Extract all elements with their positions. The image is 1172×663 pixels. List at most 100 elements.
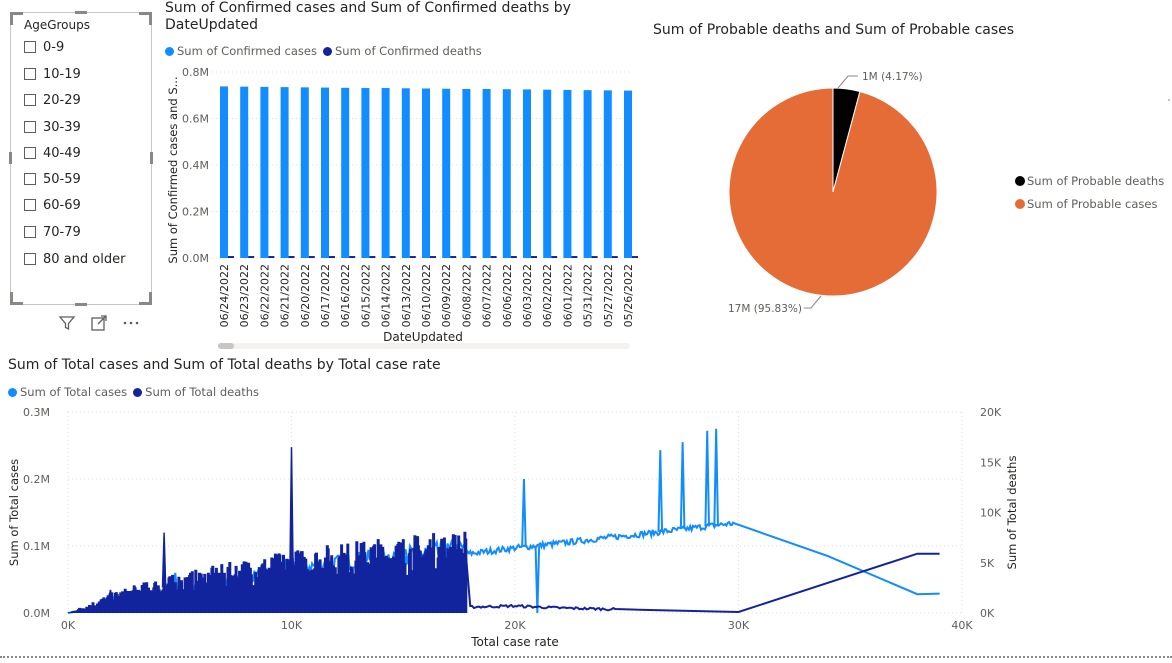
slicer-item-10-19[interactable]: 10-19 <box>24 65 81 83</box>
resize-handle-top[interactable] <box>75 11 87 14</box>
checkbox[interactable] <box>24 94 36 106</box>
slicer-item-70-79[interactable]: 70-79 <box>24 223 81 241</box>
x-tick-label: 06/17/2022 <box>319 264 332 327</box>
slicer-title: AgeGroups <box>24 18 90 32</box>
resize-handle-top-left[interactable] <box>10 12 23 25</box>
bar-chart-title: Sum of Confirmed cases and Sum of Confir… <box>165 0 571 34</box>
spike-total-cases <box>534 545 541 614</box>
x-tick-label: 0K <box>61 619 76 632</box>
y-axis-title: Sum of Confirmed cases and S... <box>166 76 180 263</box>
checkbox[interactable] <box>24 121 36 133</box>
legend-label: Sum of Total cases <box>20 385 128 399</box>
x-tick-label: 06/01/2022 <box>561 264 574 327</box>
x-tick-label: 06/21/2022 <box>279 264 292 327</box>
bar-confirmed-cases <box>300 87 309 258</box>
legend-marker <box>165 46 174 56</box>
resize-handle-top-right[interactable] <box>139 12 152 25</box>
line-chart-title: Sum of Total cases and Sum of Total deat… <box>8 357 441 373</box>
x-axis-title: Total case rate <box>470 635 559 649</box>
resize-handle-right[interactable] <box>150 152 153 164</box>
checkbox[interactable] <box>24 147 36 159</box>
bar-confirmed-cases <box>502 89 511 258</box>
resize-handle-bottom-right[interactable] <box>139 292 152 305</box>
bar-confirmed-deaths <box>611 256 618 258</box>
horizontal-scrollbar-track <box>218 343 630 349</box>
bar-confirmed-cases <box>523 89 531 258</box>
x-tick-label: 06/14/2022 <box>380 264 393 327</box>
bar-confirmed-deaths <box>571 256 578 258</box>
x-tick-label: 06/03/2022 <box>521 264 534 327</box>
more-options-icon[interactable] <box>120 313 142 333</box>
x-tick-label: 06/15/2022 <box>359 264 372 327</box>
x-tick-label: 30K <box>728 619 750 632</box>
y-tick-label: 0.2M <box>182 206 209 219</box>
pie-slice-probable-cases <box>728 87 938 297</box>
legend-item-confirmed-cases[interactable]: Sum of Confirmed cases <box>165 44 317 58</box>
bar-confirmed-cases <box>321 87 329 258</box>
data-label-probable-cases: 17M (95.83%) <box>728 303 802 315</box>
spike-total-deaths <box>108 589 113 600</box>
resize-handle-left[interactable] <box>9 152 12 164</box>
area-total-deaths <box>67 531 468 613</box>
x-tick-label: 06/22/2022 <box>258 264 271 327</box>
y-tick-label: 0.1M <box>23 540 50 553</box>
slicer-item-60-69[interactable]: 60-69 <box>24 196 81 214</box>
resize-handle-bottom[interactable] <box>75 303 87 306</box>
bar-confirmed-cases <box>341 87 350 258</box>
x-tick-label: 06/08/2022 <box>460 264 473 327</box>
x-tick-label: 06/23/2022 <box>238 264 251 327</box>
bar-confirmed-deaths <box>490 256 497 258</box>
legend-label: Sum of Probable deaths <box>1027 174 1164 188</box>
checkbox[interactable] <box>24 68 36 80</box>
slicer-item-80-and-older[interactable]: 80 and older <box>24 250 125 268</box>
horizontal-scrollbar-thumb[interactable] <box>218 343 234 349</box>
slicer-item-40-49[interactable]: 40-49 <box>24 144 81 162</box>
bar-confirmed-deaths <box>228 256 234 258</box>
x-tick-label: 05/27/2022 <box>602 264 615 327</box>
x-tick-label: 06/13/2022 <box>400 264 413 327</box>
x-tick-label: 06/24/2022 <box>218 264 231 327</box>
legend-label: Sum of Confirmed cases <box>177 44 317 58</box>
bar-confirmed-cases <box>361 88 370 258</box>
pie-chart: 1M (4.17%) 17M (95.83%) Sum of Probable de… <box>728 71 1170 315</box>
x-tick-label: 05/26/2022 <box>622 264 635 327</box>
bar-confirmed-cases <box>543 89 552 258</box>
spike-total-cases <box>679 442 686 530</box>
checkbox[interactable] <box>24 199 36 211</box>
slicer-item-label: 0-9 <box>43 39 65 55</box>
slicer-item-label: 40-49 <box>43 145 81 161</box>
y-axis-title: Sum of Total cases <box>7 459 21 566</box>
bar-confirmed-cases <box>381 88 390 258</box>
pie-chart-title: Sum of Probable deaths and Sum of Probab… <box>653 22 1015 38</box>
y-tick-label: 0.0M <box>23 607 50 620</box>
y-tick-label: 0.8M <box>182 66 209 79</box>
y-tick-label: 0.6M <box>182 113 209 126</box>
slicer-item-label: 30-39 <box>43 119 81 135</box>
checkbox[interactable] <box>24 41 36 53</box>
bar-chart-title-line-2: DateUpdated <box>165 17 259 33</box>
slicer-item-0-9[interactable]: 0-9 <box>24 38 64 56</box>
checkbox[interactable] <box>24 173 36 185</box>
x-tick-label: 10K <box>281 619 303 632</box>
bar-confirmed-deaths <box>450 256 457 258</box>
slicer-item-30-39[interactable]: 30-39 <box>24 118 81 136</box>
y-tick-label: 0.2M <box>23 473 50 486</box>
bar-confirmed-deaths <box>632 256 638 258</box>
legend-item-total-cases[interactable]: Sum of Total cases <box>8 385 127 399</box>
slicer-item-20-29[interactable]: 20-29 <box>24 91 81 109</box>
bar-confirmed-deaths <box>510 256 517 258</box>
spike-total-deaths <box>161 532 167 588</box>
filter-icon[interactable] <box>56 313 78 333</box>
legend-item-confirmed-deaths[interactable]: Sum of Confirmed deaths <box>322 44 482 58</box>
slicer-item-50-59[interactable]: 50-59 <box>24 170 81 188</box>
checkbox[interactable] <box>24 253 36 265</box>
focus-mode-icon[interactable] <box>88 313 110 333</box>
legend-item-total-deaths[interactable]: Sum of Total deaths <box>133 385 259 399</box>
bar-confirmed-cases <box>240 86 249 259</box>
bar-confirmed-cases <box>422 88 430 258</box>
resize-handle-bottom-left[interactable] <box>10 292 23 305</box>
legend-marker <box>8 387 17 397</box>
bar-confirmed-cases <box>583 90 592 258</box>
checkbox[interactable] <box>24 226 36 238</box>
bar-confirmed-cases <box>603 90 612 259</box>
